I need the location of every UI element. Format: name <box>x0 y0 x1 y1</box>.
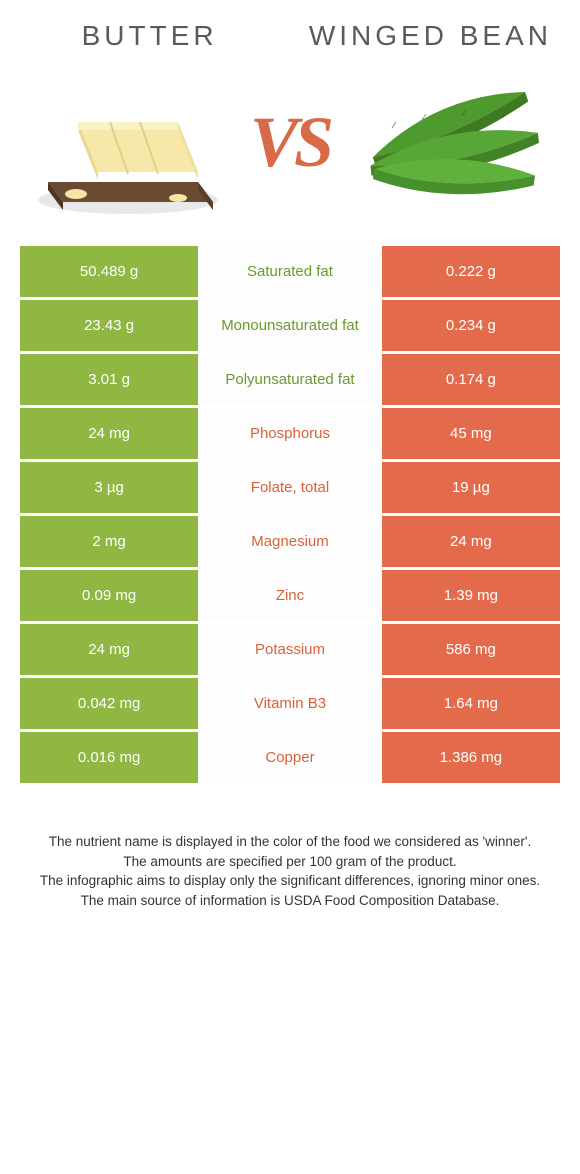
table-row: 24 mgPotassium586 mg <box>20 624 560 678</box>
right-value-cell: 1.64 mg <box>382 678 560 729</box>
left-value-cell: 0.042 mg <box>20 678 198 729</box>
table-row: 23.43 gMonounsaturated fat0.234 g <box>20 300 560 354</box>
footnote-line: The amounts are specified per 100 gram o… <box>34 852 546 872</box>
header: BUTTER WINGED BEAN <box>20 20 560 52</box>
left-value-cell: 23.43 g <box>20 300 198 351</box>
right-value-cell: 0.234 g <box>382 300 560 351</box>
right-value-cell: 19 µg <box>382 462 560 513</box>
table-row: 0.09 mgZinc1.39 mg <box>20 570 560 624</box>
nutrient-label-cell: Phosphorus <box>198 408 382 459</box>
comparison-table: 50.489 gSaturated fat0.222 g23.43 gMonou… <box>20 246 560 786</box>
right-value-cell: 45 mg <box>382 408 560 459</box>
image-row: VS <box>20 62 560 222</box>
table-row: 2 mgMagnesium24 mg <box>20 516 560 570</box>
left-value-cell: 24 mg <box>20 408 198 459</box>
footnote-line: The main source of information is USDA F… <box>34 891 546 911</box>
nutrient-label-cell: Potassium <box>198 624 382 675</box>
nutrient-label-cell: Monounsaturated fat <box>198 300 382 351</box>
left-value-cell: 0.016 mg <box>20 732 198 783</box>
right-value-cell: 586 mg <box>382 624 560 675</box>
left-value-cell: 3.01 g <box>20 354 198 405</box>
table-row: 3.01 gPolyunsaturated fat0.174 g <box>20 354 560 408</box>
footnote-line: The nutrient name is displayed in the co… <box>34 832 546 852</box>
table-row: 0.016 mgCopper1.386 mg <box>20 732 560 786</box>
left-food-title: BUTTER <box>20 20 279 52</box>
nutrient-label-cell: Magnesium <box>198 516 382 567</box>
right-value-cell: 24 mg <box>382 516 560 567</box>
right-value-cell: 0.174 g <box>382 354 560 405</box>
winged-bean-image <box>344 62 560 222</box>
left-value-cell: 0.09 mg <box>20 570 198 621</box>
nutrient-label-cell: Vitamin B3 <box>198 678 382 729</box>
right-food-title: WINGED BEAN <box>301 20 560 52</box>
nutrient-label-cell: Saturated fat <box>198 246 382 297</box>
butter-image <box>20 62 236 222</box>
nutrient-label-cell: Zinc <box>198 570 382 621</box>
table-row: 0.042 mgVitamin B31.64 mg <box>20 678 560 732</box>
left-value-cell: 3 µg <box>20 462 198 513</box>
nutrient-label-cell: Folate, total <box>198 462 382 513</box>
footnotes: The nutrient name is displayed in the co… <box>20 832 560 910</box>
left-value-cell: 2 mg <box>20 516 198 567</box>
footnote-line: The infographic aims to display only the… <box>34 871 546 891</box>
right-value-cell: 0.222 g <box>382 246 560 297</box>
table-row: 3 µgFolate, total19 µg <box>20 462 560 516</box>
table-row: 50.489 gSaturated fat0.222 g <box>20 246 560 300</box>
left-value-cell: 50.489 g <box>20 246 198 297</box>
nutrient-label-cell: Polyunsaturated fat <box>198 354 382 405</box>
table-row: 24 mgPhosphorus45 mg <box>20 408 560 462</box>
right-value-cell: 1.39 mg <box>382 570 560 621</box>
nutrient-label-cell: Copper <box>198 732 382 783</box>
left-value-cell: 24 mg <box>20 624 198 675</box>
vs-label: VS <box>236 101 344 184</box>
right-value-cell: 1.386 mg <box>382 732 560 783</box>
